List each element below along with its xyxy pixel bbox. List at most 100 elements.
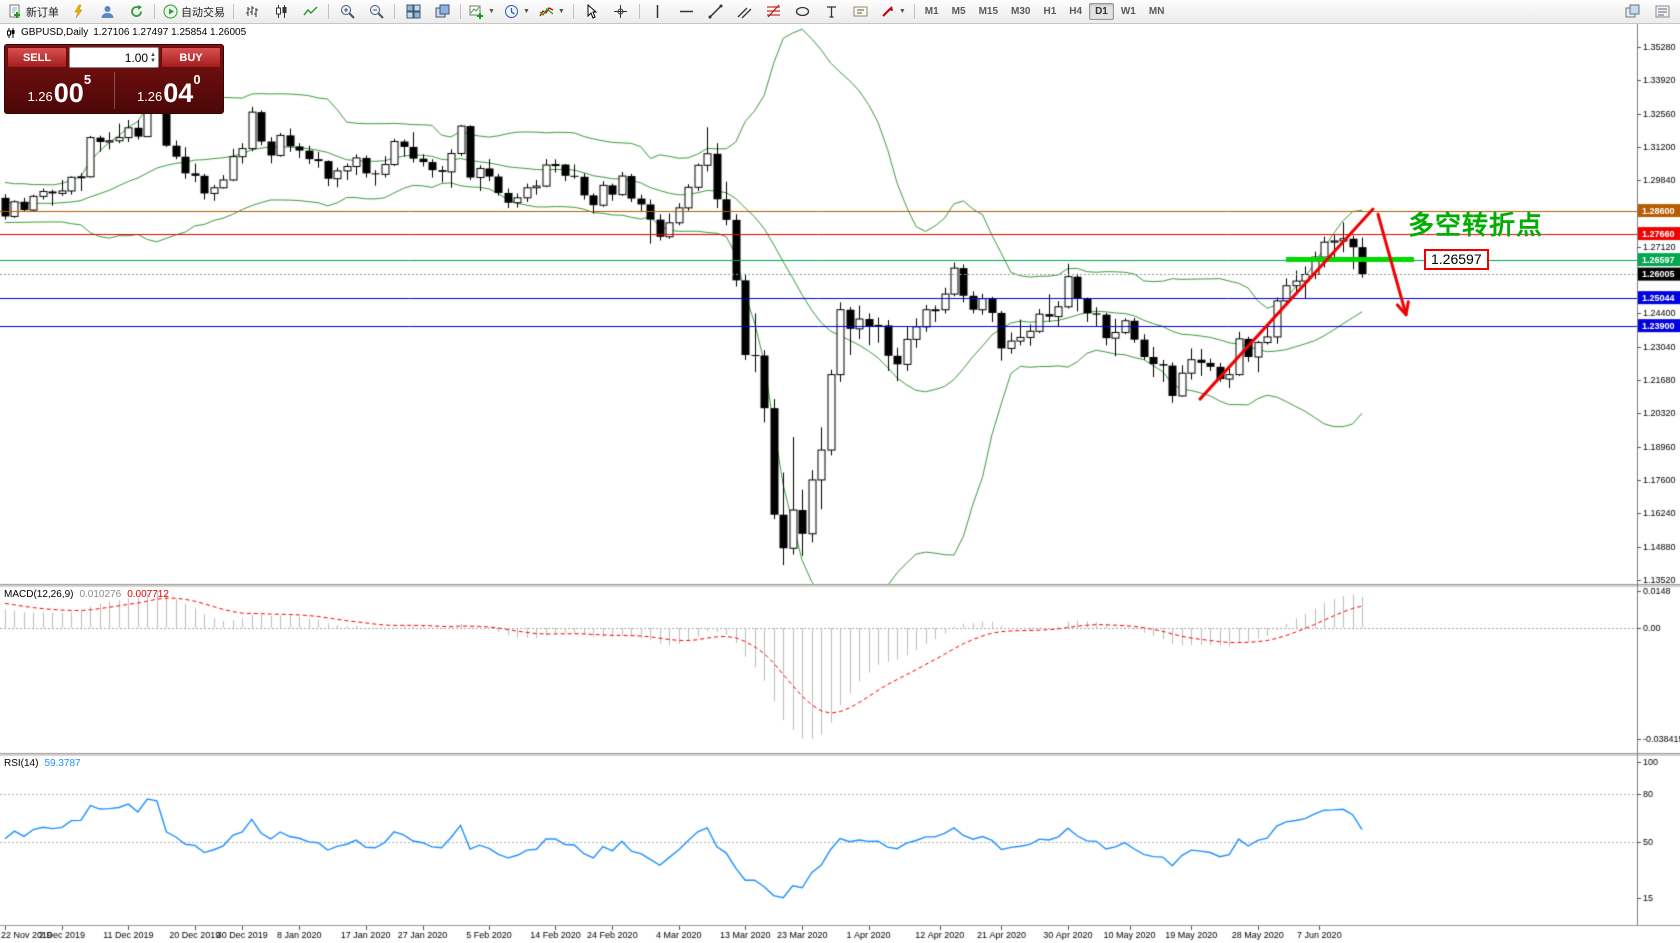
chevron-down-icon: ▼ [488, 8, 495, 15]
timeframe-m15-button[interactable]: M15 [978, 6, 999, 17]
profile-button[interactable] [93, 1, 121, 22]
text-label-button[interactable] [847, 1, 875, 22]
timeframe-d1-button[interactable]: D1 [1089, 3, 1114, 20]
chevron-down-icon: ▼ [522, 8, 530, 15]
cursor-icon [587, 4, 598, 19]
toolbar-separator [913, 4, 915, 19]
channel-button[interactable] [731, 1, 759, 22]
indicators-button[interactable]: ▼ [535, 1, 569, 22]
indicators-icon [539, 7, 554, 17]
rsi-indicator-label: RSI(14) 59.3787 [4, 758, 81, 769]
tile-windows-icon [406, 4, 420, 19]
zoom-in-button[interactable] [333, 1, 361, 22]
autotrading-button[interactable]: 自动交易 [159, 1, 229, 22]
cascade-windows-icon [435, 4, 449, 18]
volume-spinner[interactable]: ▲ ▼ [150, 52, 156, 64]
arrows-tool-button[interactable]: ▼ [876, 1, 910, 22]
trendline-button[interactable] [702, 1, 730, 22]
timeframe-w1-button[interactable]: W1 [1120, 6, 1136, 17]
refresh-button[interactable] [122, 1, 150, 22]
buy-button[interactable]: BUY [161, 47, 221, 68]
lightning-button[interactable] [64, 1, 92, 22]
zoom-in-icon [340, 5, 355, 19]
toolbar-separator [572, 4, 574, 19]
cascade-windows-button[interactable] [428, 1, 456, 22]
one-click-trading-panel: SELL 1.00 ▲ ▼ BUY 1.26 00 5 1.26 04 0 [4, 44, 224, 114]
buy-price[interactable]: 1.26 04 0 [117, 70, 222, 111]
timeframe-mn-button[interactable]: MN [1148, 6, 1165, 17]
horizontal-line-icon [680, 10, 694, 13]
toolbar-separator [154, 4, 155, 19]
user-icon [101, 6, 113, 18]
new-chart-button[interactable]: ▼ [465, 1, 499, 22]
line-chart-icon [302, 6, 318, 16]
main-toolbar: 新订单 自动交易 ▼ ▼ ▼ [0, 0, 1680, 24]
refresh-icon [130, 5, 142, 17]
new-chart-icon [469, 5, 483, 19]
zoom-out-icon [369, 5, 384, 19]
candlestick-button[interactable] [267, 1, 295, 22]
vertical-line-button[interactable] [644, 1, 672, 22]
toolbar-separator [460, 4, 461, 19]
spin-up-icon[interactable]: ▲ [150, 51, 156, 58]
chart-windows-button[interactable] [1618, 1, 1646, 22]
periods-button[interactable]: ▼ [500, 1, 534, 22]
overflow-icon [1655, 5, 1669, 18]
price-divider [113, 72, 115, 109]
macd-main-value: 0.010276 [79, 589, 122, 600]
ellipse-icon [796, 6, 810, 17]
toolbar-separator [638, 4, 640, 19]
chart-title: GBPUSD,Daily 1.27106 1.27497 1.25854 1.2… [6, 27, 246, 38]
buy-price-big: 04 [163, 78, 194, 108]
sell-button[interactable]: SELL [7, 47, 67, 68]
tile-windows-button[interactable] [399, 1, 427, 22]
bar-chart-button[interactable] [238, 1, 266, 22]
crosshair-button[interactable] [607, 1, 635, 22]
chevron-down-icon: ▼ [898, 8, 906, 15]
crosshair-icon [614, 5, 628, 18]
timeframe-h1-button[interactable]: H1 [1043, 6, 1057, 17]
arrow-tool-icon [882, 6, 893, 17]
turning-point-annotation: 多空转折点 [1408, 210, 1544, 240]
fibonacci-button[interactable] [760, 1, 788, 22]
zoom-out-button[interactable] [362, 1, 390, 22]
new-order-button[interactable]: 新订单 [4, 1, 63, 22]
label-icon [853, 6, 868, 17]
shapes-button[interactable] [789, 1, 817, 22]
level-price-label[interactable]: 1.26597 [1424, 249, 1489, 270]
horizontal-line-button[interactable] [673, 1, 701, 22]
macd-indicator-label: MACD(12,26,9) 0.010276 0.007712 [4, 589, 169, 600]
ohlc-values: 1.27106 1.27497 1.25854 1.26005 [93, 27, 247, 38]
lightning-icon [74, 4, 82, 19]
timeframe-m30-button[interactable]: M30 [1011, 6, 1031, 17]
volume-input[interactable]: 1.00 ▲ ▼ [69, 47, 159, 68]
trendline-icon [708, 4, 723, 19]
bar-chart-icon [245, 6, 258, 17]
macd-name: MACD(12,26,9) [4, 589, 74, 600]
fibonacci-icon [767, 4, 781, 18]
toolbar-overflow-button[interactable] [1648, 1, 1676, 22]
toolbar-separator [233, 4, 234, 19]
buy-price-sup: 0 [193, 72, 201, 87]
vertical-line-icon [657, 5, 659, 18]
cursor-button[interactable] [578, 1, 606, 22]
new-order-label: 新订单 [26, 6, 59, 19]
rsi-value: 59.3787 [44, 758, 81, 769]
timeframe-m1-button[interactable]: M1 [924, 6, 939, 17]
sell-price-sup: 5 [83, 72, 92, 87]
timeframe-m5-button[interactable]: M5 [951, 6, 966, 17]
candlestick-icon [275, 5, 286, 18]
text-icon [827, 6, 837, 18]
autotrading-label: 自动交易 [181, 6, 225, 19]
text-button[interactable] [818, 1, 846, 22]
timeframe-h4-button[interactable]: H4 [1069, 6, 1083, 17]
line-chart-button[interactable] [296, 1, 324, 22]
toolbar-right-group [1618, 1, 1676, 22]
spin-down-icon[interactable]: ▼ [150, 57, 156, 64]
clock-icon [504, 5, 518, 18]
sell-price-main: 1.26 [27, 89, 53, 104]
channel-icon [737, 7, 752, 19]
sell-price[interactable]: 1.26 00 5 [7, 70, 112, 111]
